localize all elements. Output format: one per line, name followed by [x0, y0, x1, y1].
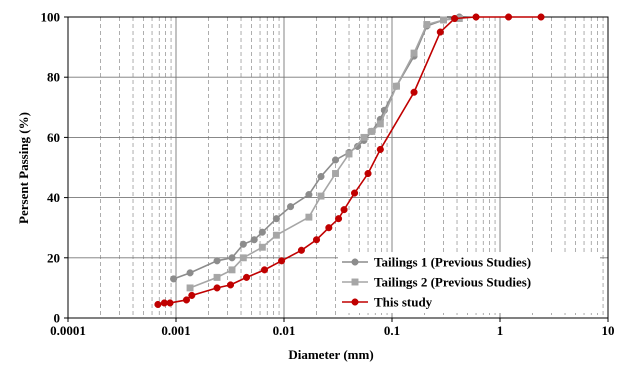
data-point: [272, 215, 280, 223]
data-point: [287, 203, 295, 211]
data-point: [250, 236, 258, 244]
data-point: [451, 14, 459, 23]
data-point: [364, 169, 372, 178]
data-point: [440, 16, 447, 24]
data-point: [335, 215, 343, 223]
data-point: [340, 206, 348, 214]
data-point: [393, 82, 400, 90]
y-tick-label: 40: [47, 190, 60, 205]
data-point: [213, 257, 221, 265]
data-point: [345, 150, 353, 158]
data-point: [472, 13, 480, 21]
data-point: [213, 273, 221, 281]
x-tick-label: 0.001: [161, 323, 190, 338]
data-point: [505, 13, 513, 21]
data-point: [188, 291, 196, 299]
data-point: [325, 224, 333, 232]
data-point: [368, 127, 376, 135]
series-3: [154, 13, 545, 309]
data-point: [186, 284, 194, 292]
data-point: [297, 246, 305, 254]
x-tick-label: 0.0001: [50, 323, 86, 338]
y-tick-label: 100: [41, 10, 61, 25]
legend-marker: [351, 258, 359, 266]
legend-marker: [351, 298, 359, 306]
data-point: [239, 240, 247, 248]
y-tick-label: 20: [47, 250, 60, 265]
data-point: [410, 88, 418, 96]
data-point: [258, 243, 266, 251]
data-point: [360, 133, 368, 141]
data-point: [258, 228, 266, 236]
data-point: [537, 13, 545, 21]
data-point: [350, 189, 359, 197]
data-point: [423, 21, 431, 28]
data-point: [376, 145, 384, 153]
data-point: [228, 266, 236, 274]
data-point: [354, 142, 362, 150]
plot-frame: [67, 16, 609, 319]
legend-item: Tailings 1 (Previous Studies): [342, 255, 531, 270]
y-axis-title: Persent Passing (%): [16, 112, 31, 224]
legend-label: Tailings 1 (Previous Studies): [374, 255, 531, 270]
y-tick-label: 80: [47, 70, 60, 85]
legend-box: [338, 252, 600, 313]
data-point: [242, 273, 251, 281]
data-point: [239, 254, 247, 262]
x-axis-title: Diameter (mm): [288, 347, 373, 362]
legend-label: This study: [374, 295, 433, 310]
data-point: [166, 299, 174, 307]
x-tick-label: 0.1: [384, 323, 400, 338]
data-point: [332, 170, 339, 177]
legend-marker: [351, 278, 359, 286]
data-point: [305, 213, 313, 221]
data-point: [376, 120, 384, 128]
x-tick-label: 1: [497, 323, 504, 338]
series-layer: [154, 13, 545, 309]
x-tick-label: 0.01: [273, 323, 296, 338]
data-point: [227, 281, 235, 289]
data-point: [331, 156, 340, 164]
data-point: [213, 284, 221, 292]
legend: Tailings 1 (Previous Studies) Tailings 2 …: [338, 252, 600, 313]
data-point: [305, 191, 313, 199]
data-point: [436, 28, 444, 36]
legend-item: This study: [342, 295, 433, 310]
series-2: [186, 15, 463, 292]
y-tick-label: 60: [47, 130, 60, 145]
data-point: [272, 231, 280, 239]
data-point: [260, 266, 269, 274]
series-line: [189, 17, 460, 289]
x-tick-label: 10: [602, 323, 615, 338]
data-point: [278, 257, 286, 265]
data-point: [170, 275, 178, 283]
data-point: [228, 254, 236, 262]
data-point: [182, 296, 191, 304]
legend-label: Tailings 2 (Previous Studies): [374, 275, 531, 290]
data-point: [186, 269, 194, 277]
data-point: [317, 172, 325, 181]
y-tick-label: 0: [54, 311, 61, 326]
data-point: [317, 192, 325, 200]
data-point: [312, 236, 321, 244]
data-point: [154, 300, 162, 309]
legend-item: Tailings 2 (Previous Studies): [342, 275, 531, 290]
data-point: [410, 49, 418, 57]
